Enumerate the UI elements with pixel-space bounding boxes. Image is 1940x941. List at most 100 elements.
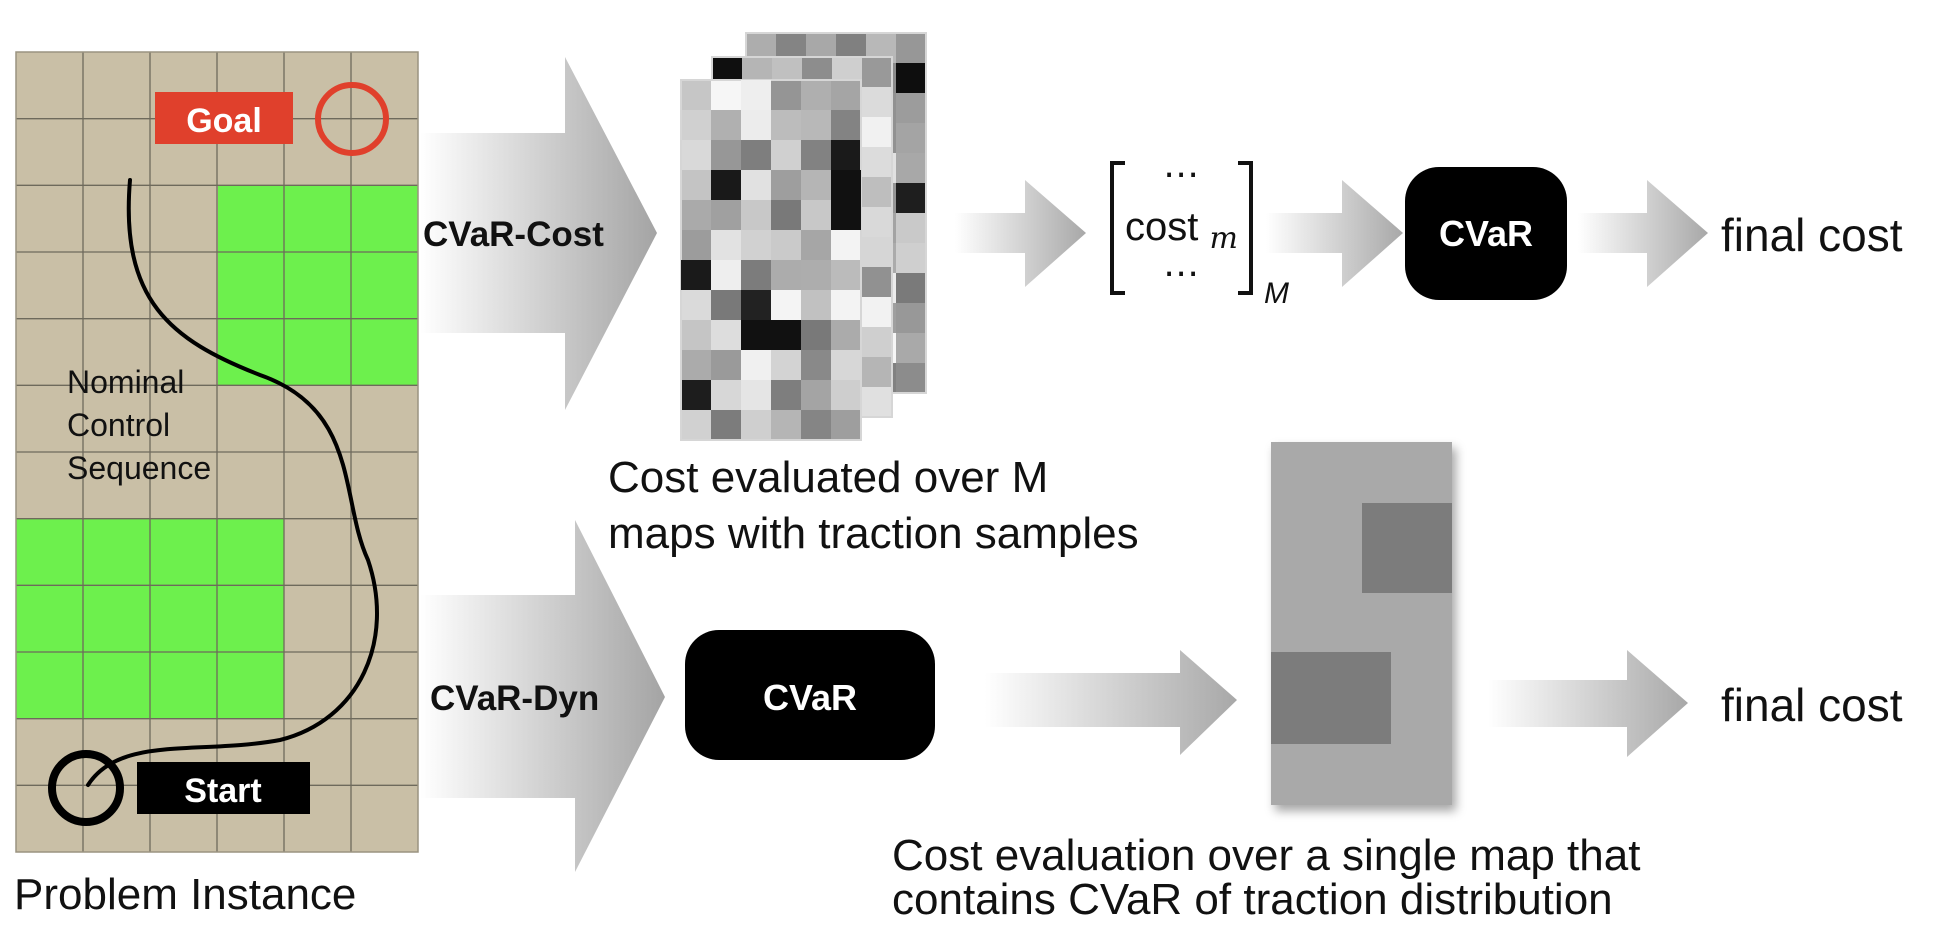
bottom-big-arrow bbox=[420, 520, 665, 872]
sample-map-cell bbox=[801, 230, 831, 260]
cost-vector: ⋯ cost m ⋯ M bbox=[1110, 153, 1289, 310]
sample-map-cell bbox=[862, 117, 892, 147]
sample-map-cell bbox=[862, 357, 892, 387]
start-badge bbox=[137, 762, 310, 814]
sample-map-cell bbox=[681, 170, 711, 200]
sample-map-cell bbox=[801, 200, 831, 230]
sample-map-cell bbox=[862, 387, 892, 417]
trajectory-label-line-1: Nominal bbox=[67, 364, 184, 400]
sample-map-front bbox=[680, 79, 862, 441]
sample-map-cell bbox=[831, 260, 861, 290]
sample-map-cell bbox=[801, 110, 831, 140]
sample-map-cell bbox=[896, 333, 926, 363]
top-cvar-box bbox=[1405, 167, 1567, 300]
vector-right-bracket bbox=[1238, 161, 1253, 295]
sample-map-cell bbox=[801, 170, 831, 200]
sample-map-cell bbox=[771, 260, 801, 290]
sample-map-cell bbox=[896, 363, 926, 393]
sample-map-cell bbox=[801, 260, 831, 290]
sample-map-cell bbox=[711, 320, 741, 350]
sample-map-cell bbox=[711, 290, 741, 320]
sample-map-cell bbox=[681, 320, 711, 350]
cvar-map-high-cost-region-upper bbox=[1362, 503, 1452, 593]
sample-map-cell bbox=[896, 63, 926, 93]
sample-map-cell bbox=[862, 207, 892, 237]
sample-map-cell bbox=[831, 170, 861, 200]
sample-map-cell bbox=[862, 147, 892, 177]
start-circle-icon bbox=[48, 750, 124, 826]
sample-map-cell bbox=[741, 350, 771, 380]
sample-map-cell bbox=[711, 230, 741, 260]
sample-map-cell bbox=[741, 320, 771, 350]
goal-label: Goal bbox=[186, 102, 262, 140]
sample-map-cell bbox=[681, 350, 711, 380]
sample-map-cell bbox=[711, 110, 741, 140]
sample-map-cell bbox=[771, 290, 801, 320]
vector-cost-entry: cost m bbox=[1125, 205, 1238, 256]
sample-map-cell bbox=[831, 410, 861, 440]
map-caption: Cost evaluation over a single map that c… bbox=[892, 831, 1653, 924]
problem-instance-map: Goal Start Nominal Control Sequence bbox=[15, 51, 419, 853]
sample-map-cell bbox=[771, 80, 801, 110]
maps-caption-line-2: maps with traction samples bbox=[608, 509, 1139, 558]
sample-map-cell bbox=[741, 110, 771, 140]
sample-map-cell bbox=[801, 140, 831, 170]
cvar-traction-map bbox=[1271, 442, 1452, 805]
sample-map-cell bbox=[741, 380, 771, 410]
maps-caption-line-1: Cost evaluated over M bbox=[608, 453, 1048, 502]
sample-map-cell bbox=[681, 380, 711, 410]
top-arrow-to-vector bbox=[955, 180, 1086, 287]
goal-badge bbox=[155, 92, 293, 144]
sample-map-cell bbox=[741, 410, 771, 440]
obstacle-upper bbox=[218, 185, 418, 385]
sample-map-cell bbox=[896, 33, 926, 63]
sample-map-cell bbox=[681, 140, 711, 170]
vector-dots-top: ⋯ bbox=[1163, 153, 1199, 194]
sample-map-cell bbox=[862, 57, 892, 87]
sample-map-cell bbox=[771, 140, 801, 170]
sample-map-cell bbox=[896, 93, 926, 123]
sample-map-cell bbox=[771, 380, 801, 410]
sample-map-cell bbox=[681, 110, 711, 140]
bottom-arrow-to-map bbox=[985, 650, 1237, 755]
sample-map-cell bbox=[801, 320, 831, 350]
sample-map-cell bbox=[681, 200, 711, 230]
map-caption-line-1: Cost evaluation over a single map that bbox=[892, 831, 1640, 880]
sample-map-cell bbox=[831, 380, 861, 410]
trajectory-label-line-2: Control bbox=[67, 407, 170, 443]
map-caption-line-2: contains CVaR of traction distribution bbox=[892, 875, 1613, 924]
top-cvar-label: CVaR bbox=[1439, 213, 1533, 254]
top-arrow-to-output bbox=[1578, 180, 1708, 287]
sample-map-cell bbox=[896, 153, 926, 183]
map-border bbox=[15, 51, 419, 853]
sample-map-cell bbox=[681, 80, 711, 110]
traction-sample-maps bbox=[680, 32, 927, 441]
top-arrow-to-cvar bbox=[1266, 180, 1403, 287]
bottom-arrow-to-output bbox=[1488, 650, 1688, 757]
bottom-cvar-box bbox=[685, 630, 935, 760]
vector-left-bracket bbox=[1110, 161, 1125, 295]
sample-map-cell bbox=[711, 350, 741, 380]
sample-map-cell bbox=[862, 297, 892, 327]
sample-map-cell bbox=[831, 110, 861, 140]
top-method-label: CVaR-Cost bbox=[423, 215, 604, 254]
sample-map-cell bbox=[681, 410, 711, 440]
sample-map-cell bbox=[711, 140, 741, 170]
sample-map-cell bbox=[862, 177, 892, 207]
sample-map-cell bbox=[741, 230, 771, 260]
sample-map-cell bbox=[771, 320, 801, 350]
sample-map-cell bbox=[896, 303, 926, 333]
sample-map-cell bbox=[896, 213, 926, 243]
nominal-trajectory bbox=[86, 178, 379, 787]
sample-map-cell bbox=[801, 80, 831, 110]
bottom-cvar-label: CVaR bbox=[763, 677, 857, 718]
sample-map-cell bbox=[862, 237, 892, 267]
sample-map-cell bbox=[741, 170, 771, 200]
sample-map-cell bbox=[681, 260, 711, 290]
bottom-method-label: CVaR-Dyn bbox=[430, 679, 599, 718]
sample-map-cell bbox=[831, 290, 861, 320]
sample-map-cell bbox=[741, 140, 771, 170]
bottom-method-arrow: CVaR-Dyn bbox=[420, 520, 665, 872]
sample-map-cell bbox=[801, 350, 831, 380]
